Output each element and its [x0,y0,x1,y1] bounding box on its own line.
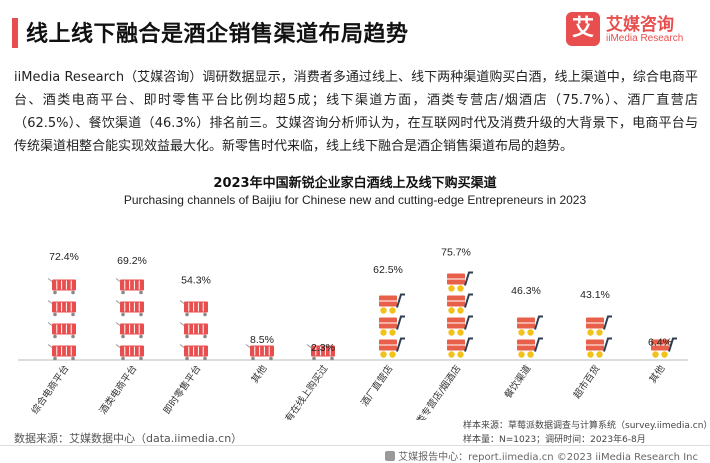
value-label-offline-3: 43.1% [580,289,610,301]
category-label-offline-1: 酒类专营店/烟酒店 [408,363,463,420]
page-title: 线上线下融合是酒企销售渠道布局趋势 [26,22,409,47]
chart-title: 2023年中国新锐企业家白酒线上及线下购买渠道 [213,176,497,191]
sample-size-note: 样本量：N=1023；调研时间：2023年6-8月 [463,435,646,445]
category-label-offline-4: 其他 [647,362,668,385]
category-label-offline-2: 餐饮渠道 [502,362,534,400]
value-label-online-1: 69.2% [117,255,147,267]
data-source: 数据来源：艾媒数据中心（data.iimedia.cn） [14,432,243,445]
category-label-online-3: 其他 [249,362,270,385]
value-label-offline-4: 6.4% [648,337,672,349]
category-label-online-0: 综合电商平台 [29,363,72,417]
bar-online-2 [179,300,208,361]
value-label-online-0: 72.4% [49,251,79,263]
bar-offline-2 [517,315,543,358]
category-label-offline-0: 酒厂直营店 [358,363,395,409]
bar-online-0 [47,278,76,361]
pictogram-bar-chart: 72.4% 综合电商平台 69.2% 酒类电商平台 54.3% 即时零售平台 8.5% 其他 2… [18,247,688,420]
value-label-offline-2: 46.3% [511,285,541,297]
summary-paragraph: iiMedia Research（艾媒咨询）调研数据显示，消费者多通过线上、线下… [14,70,698,154]
footer-divider [0,445,710,446]
value-label-offline-1: 75.7% [441,247,471,259]
bar-offline-3 [586,315,612,358]
bar-online-1 [115,278,144,361]
logo-mark-icon: 艾 [566,12,600,46]
logo-name-cn: 艾媒咨询 [606,15,674,35]
bar-offline-1 [447,271,473,358]
logo-name-en: iiMedia Research [606,33,684,44]
report-icon [385,451,396,461]
footer-credit: 艾媒报告中心：report.iimedia.cn ©2023 iiMedia R… [385,448,698,463]
value-label-online-4: 2.3% [311,342,335,354]
value-label-online-3: 8.5% [250,334,274,346]
brand-logo: 艾 艾媒咨询 iiMedia Research [566,10,698,52]
bar-offline-0 [379,293,405,358]
title-accent-bar [12,18,18,48]
value-label-online-2: 54.3% [181,274,211,286]
bar-offline-4 [651,337,677,358]
category-label-online-2: 即时零售平台 [161,363,204,417]
footer-credit-text: 艾媒报告中心：report.iimedia.cn ©2023 iiMedia R… [398,452,698,463]
bar-online-3 [245,344,274,361]
value-label-offline-0: 62.5% [373,264,403,276]
sample-source-note: 样本来源：草莓派数据调查与计算系统（survey.iimedia.cn） [463,421,710,431]
bar-online-4 [306,344,335,361]
category-label-online-1: 酒类电商平台 [97,363,140,417]
category-label-online-4: 没有在线上购买过 [277,362,331,420]
chart-subtitle: Purchasing channels of Baijiu for Chines… [123,193,587,207]
category-label-offline-3: 超市百货 [571,363,603,401]
